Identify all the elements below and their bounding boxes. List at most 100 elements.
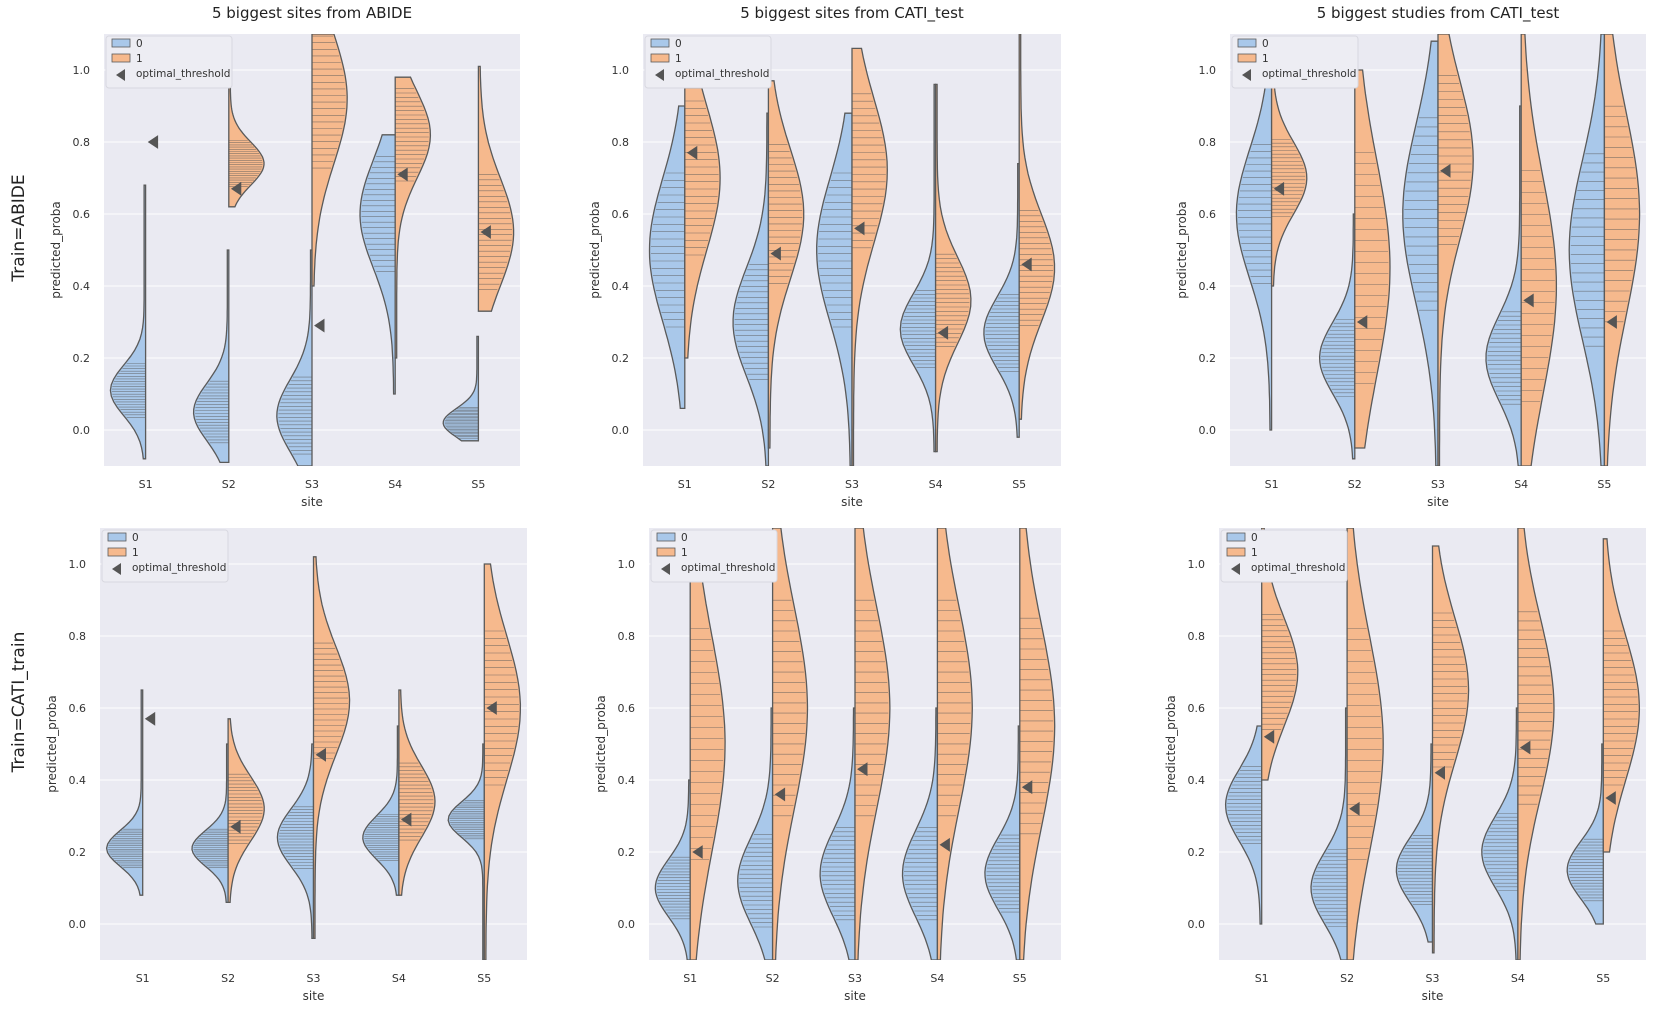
row-label-abide: Train=ABIDE <box>9 174 29 282</box>
x-tick-label: S1 <box>136 972 150 985</box>
legend-label: 1 <box>1251 547 1258 559</box>
x-axis-label: site <box>844 989 866 1003</box>
legend-threshold-icon <box>116 69 125 81</box>
legend-threshold-icon <box>1231 563 1240 575</box>
optimal-threshold-marker <box>1273 181 1285 196</box>
legend-box <box>101 529 229 583</box>
violin-1-S4 <box>1520 34 1558 466</box>
violin-1-S4 <box>394 76 432 359</box>
chart-panel-1: 0.0 0.2 0.4 0.6 0.8 1.0 5 biggest sites from A… <box>49 4 520 509</box>
optimal-threshold-marker <box>692 845 703 859</box>
y-tick-label: 0.0 <box>73 424 91 437</box>
y-tick-label: 0.2 <box>73 352 91 365</box>
violin-0-S5 <box>1568 34 1606 466</box>
violin-0-S3 <box>816 112 853 466</box>
optimal-threshold-marker <box>1523 293 1534 308</box>
y-tick-label: 0.4 <box>73 280 91 293</box>
optimal-threshold-marker <box>1263 729 1275 744</box>
y-tick-label: 0.8 <box>73 136 91 149</box>
y-tick-label: 0.8 <box>1199 136 1217 149</box>
violin-0-S4 <box>359 134 396 395</box>
optimal-threshold-marker <box>1356 315 1368 329</box>
violin-1-S3 <box>311 34 348 287</box>
violin-1-S5 <box>1602 538 1641 853</box>
optimal-threshold-marker <box>857 762 868 777</box>
y-tick-label: 0.6 <box>73 208 91 221</box>
y-tick-label: 0.2 <box>1188 846 1206 859</box>
x-tick-label: S3 <box>848 972 862 985</box>
optimal-threshold-marker <box>230 819 241 834</box>
violin-1-S5 <box>477 65 515 312</box>
violin-group <box>105 556 522 960</box>
violin-0-S3 <box>276 249 313 466</box>
violin-0-S4 <box>1485 105 1522 466</box>
violin-0-S2 <box>1318 213 1356 460</box>
y-tick-label: 0.4 <box>69 774 87 787</box>
violin-group <box>648 34 1056 466</box>
y-tick-label: 1.0 <box>69 558 87 571</box>
violin-0-S3 <box>1395 743 1434 943</box>
y-tick-label: 0.6 <box>1188 702 1206 715</box>
chart-panel-6: 0.0 0.2 0.4 0.6 0.8 1.0 predicted_proba S1 S2 S3 S… <box>1164 528 1646 1003</box>
optimal-threshold-marker <box>937 325 949 340</box>
x-axis-label: site <box>841 495 863 509</box>
violin-0-S2 <box>192 249 230 464</box>
legend: 0 1 optimal_threshold <box>101 529 229 583</box>
legend-label: 0 <box>681 532 688 544</box>
y-tick-label: 1.0 <box>1188 558 1206 571</box>
legend-label: 0 <box>132 532 139 544</box>
optimal-threshold-marker <box>1606 315 1617 329</box>
violin-1-S4 <box>934 83 972 453</box>
violin-0-S5 <box>447 743 485 960</box>
violin-0-S3 <box>1402 40 1439 466</box>
x-tick-label: S5 <box>477 972 491 985</box>
violin-1-S5 <box>1019 528 1056 960</box>
y-tick-label: 0.2 <box>618 846 636 859</box>
x-tick-label: S3 <box>1431 478 1445 491</box>
x-tick-label: S2 <box>766 972 780 985</box>
legend-swatch-0 <box>111 38 131 48</box>
legend: 0 1 optimal_threshold <box>1231 35 1359 89</box>
y-tick-label: 0.4 <box>1199 280 1217 293</box>
violin-0-S4 <box>899 83 937 453</box>
legend-label: 1 <box>1262 53 1269 65</box>
optimal-threshold-marker <box>486 701 497 715</box>
violin-0-S1 <box>109 184 147 460</box>
y-axis-label: predicted_proba <box>45 695 59 793</box>
legend-threshold-icon <box>112 563 121 575</box>
legend-swatch-1 <box>1237 53 1257 63</box>
x-axis-label: site <box>1422 989 1444 1003</box>
violin-1-S5 <box>483 563 522 960</box>
x-tick-label: S4 <box>1514 478 1528 491</box>
y-axis-label: predicted_proba <box>1175 201 1189 299</box>
legend-swatch-0 <box>107 532 127 542</box>
legend-label: 0 <box>675 38 682 50</box>
legend-swatch-1 <box>1226 547 1246 557</box>
legend-box <box>1220 529 1348 583</box>
legend-label: optimal_threshold <box>132 562 226 574</box>
legend-label: optimal_threshold <box>681 562 775 574</box>
optimal-threshold-marker <box>314 318 325 333</box>
x-tick-label: S5 <box>1596 972 1610 985</box>
y-tick-label: 0.8 <box>612 136 630 149</box>
y-tick-label: 0.0 <box>69 918 87 931</box>
chart-panel-4: 0.0 0.2 0.4 0.6 0.8 1.0 predicted_proba S1 S2 S3 S… <box>45 528 527 1003</box>
y-tick-label: 0.8 <box>69 630 87 643</box>
y-axis-label: predicted_proba <box>49 201 63 299</box>
violin-1-S1 <box>689 570 726 960</box>
x-tick-label: S4 <box>930 972 944 985</box>
x-tick-label: S4 <box>388 478 402 491</box>
optimal-threshold-marker <box>1519 740 1531 755</box>
legend-swatch-1 <box>656 547 676 557</box>
chart-title: 5 biggest studies from CATI_test <box>1317 4 1560 23</box>
x-tick-label: S1 <box>678 478 692 491</box>
legend-label: optimal_threshold <box>1251 562 1345 574</box>
legend-swatch-1 <box>107 547 127 557</box>
x-tick-label: S4 <box>392 972 406 985</box>
legend-label: 1 <box>136 53 143 65</box>
legend-label: 1 <box>681 547 688 559</box>
violin-1-S2 <box>1354 69 1391 449</box>
x-tick-label: S4 <box>929 478 943 491</box>
optimal-threshold-marker <box>1440 163 1451 178</box>
legend-swatch-1 <box>650 53 670 63</box>
